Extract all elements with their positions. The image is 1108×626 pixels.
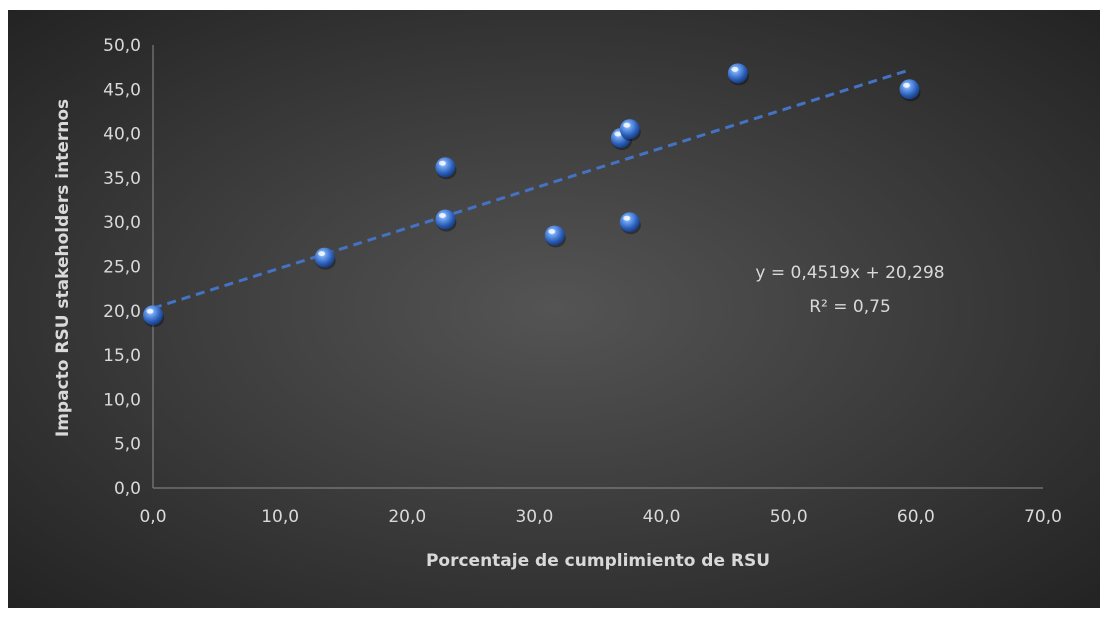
- y-tick-label: 10,0: [103, 390, 141, 410]
- data-point: [727, 63, 749, 86]
- x-tick-label: 40,0: [643, 507, 681, 527]
- trendline: [152, 68, 910, 310]
- x-tick-label: 0,0: [139, 507, 166, 527]
- y-tick-label: 40,0: [103, 125, 141, 145]
- x-tick-label: 20,0: [388, 507, 426, 527]
- y-tick-label: 5,0: [114, 435, 141, 455]
- x-axis-ticks: 0,0 10,0 20,0 30,0 40,0 50,0 60,0 70,0: [139, 507, 1061, 527]
- y-axis-title: Impacto RSU stakeholders internos: [53, 99, 73, 437]
- x-tick-label: 10,0: [261, 507, 299, 527]
- data-point: [143, 305, 164, 328]
- y-tick-label: 30,0: [103, 213, 141, 233]
- y-tick-label: 50,0: [103, 36, 141, 56]
- y-axis-ticks: 0,0 5,0 10,0 15,0 20,0 25,0 30,0 35,0 40,0 45,0 50…: [103, 36, 141, 499]
- data-point: [619, 212, 641, 235]
- y-tick-label: 20,0: [103, 302, 141, 322]
- x-tick-label: 30,0: [515, 507, 553, 527]
- data-point: [435, 209, 457, 232]
- y-tick-label: 45,0: [103, 80, 141, 100]
- x-axis-title: Porcentaje de cumplimiento de RSU: [426, 551, 770, 571]
- data-point: [314, 247, 336, 270]
- trendline-r2: R² = 0,75: [809, 297, 891, 317]
- y-tick-label: 0,0: [114, 479, 141, 499]
- data-point: [619, 119, 641, 142]
- trendline-group: [152, 68, 910, 310]
- x-tick-label: 70,0: [1024, 507, 1062, 527]
- data-point: [544, 225, 566, 248]
- data-point: [435, 157, 457, 180]
- chart-area: 0,0 5,0 10,0 15,0 20,0 25,0 30,0 35,0 40,0 45,0 50…: [8, 10, 1100, 608]
- x-tick-label: 50,0: [770, 507, 808, 527]
- data-points: [143, 63, 921, 328]
- y-tick-label: 15,0: [103, 346, 141, 366]
- trendline-equation: y = 0,4519x + 20,298: [755, 263, 944, 283]
- y-tick-label: 35,0: [103, 169, 141, 189]
- y-tick-label: 25,0: [103, 258, 141, 278]
- scatter-chart: 0,0 5,0 10,0 15,0 20,0 25,0 30,0 35,0 40,0 45,0 50…: [53, 36, 1062, 571]
- x-tick-label: 60,0: [897, 507, 935, 527]
- data-point: [899, 79, 921, 102]
- axes: [152, 45, 1043, 489]
